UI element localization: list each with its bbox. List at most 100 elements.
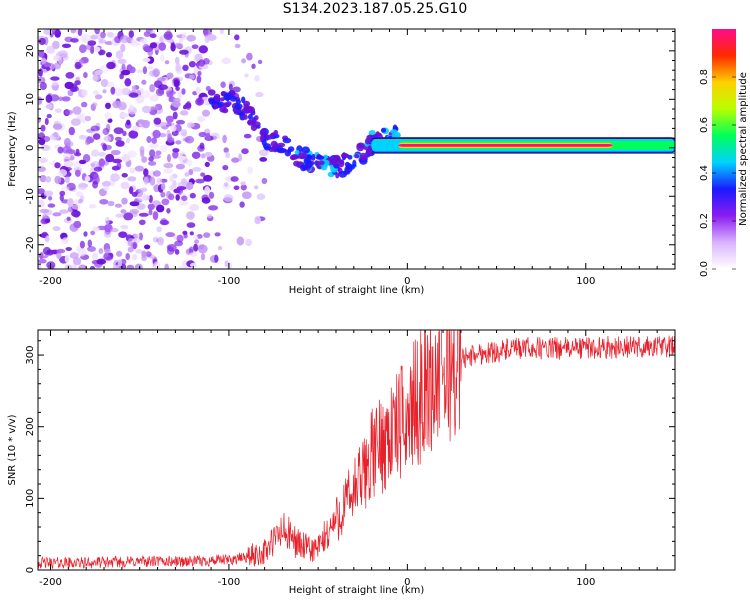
spectrogram-cell (160, 54, 165, 62)
spectrogram-cell (256, 193, 266, 200)
spectrogram-cell (69, 223, 79, 232)
spectrogram-cell (75, 245, 81, 252)
x-tick-label: 0 (404, 276, 410, 287)
spectrogram-cell (173, 188, 181, 194)
spectrogram-cell (152, 211, 159, 221)
spectrogram-cell (160, 191, 166, 198)
spectrogram-cell (44, 117, 49, 126)
spectrogram-cell (176, 119, 185, 125)
spectrogram-cell (105, 102, 111, 110)
spectrogram-cell (79, 44, 87, 54)
spectrogram-cell (131, 38, 137, 44)
spectrogram-cell (45, 104, 53, 110)
spectrogram-cell (38, 37, 46, 46)
spectrogram-cell (121, 197, 128, 205)
spectrogram-cell (106, 52, 112, 58)
spectrogram-cell (356, 143, 365, 152)
spectrogram-cell (75, 169, 81, 177)
spectrogram-cell (182, 230, 188, 235)
spectrogram-cell (105, 216, 110, 225)
spectrogram-cell (152, 68, 161, 78)
spectrogram-cell (81, 101, 88, 108)
y-tick-label: -20 (25, 237, 36, 253)
spectrogram-cell (182, 64, 189, 72)
spectrogram-cell (79, 183, 89, 188)
spectrogram-cell (149, 105, 160, 110)
spectrogram-cell (213, 95, 221, 102)
spectrogram-cell (127, 176, 137, 182)
spectrogram-cell (81, 33, 91, 42)
plot-frame (37, 329, 676, 571)
spectrogram-cell (83, 231, 88, 237)
spectrogram-cell (115, 50, 124, 59)
spectrogram-cell (98, 248, 104, 254)
spectrogram-cell (54, 162, 61, 169)
spectrogram-cell (141, 156, 148, 163)
spectrogram-cell (186, 181, 194, 191)
spectrogram-cell (50, 132, 61, 141)
spectrogram-cell (136, 119, 146, 124)
spectrogram-cell (43, 62, 52, 68)
spectrogram-cell (224, 260, 229, 267)
spectrogram-cell (141, 105, 152, 114)
spectrogram-cell (142, 66, 148, 75)
spectrogram-cell (201, 197, 211, 204)
x-tick-label: 100 (576, 577, 595, 588)
spectrogram-cell (172, 148, 180, 153)
spectrogram-cell (92, 180, 99, 189)
spectrogram-cell (261, 128, 267, 136)
spectrogram-cell (45, 235, 50, 244)
spectrogram-cell (236, 236, 245, 246)
spectrogram-cell (102, 144, 112, 151)
spectrogram-cell (148, 143, 159, 149)
spectrogram-cell (86, 136, 92, 145)
spectrogram-cell (257, 59, 263, 65)
x-tick-label: -200 (39, 577, 62, 588)
x-tick-label: 0 (404, 577, 410, 588)
spectrogram-cell (345, 162, 352, 170)
spectrogram-cell (138, 219, 146, 226)
spectrogram-cell (103, 252, 112, 261)
spectrogram-cell (145, 251, 152, 257)
spectrogram-cell (202, 109, 210, 117)
spectrogram-cell (156, 178, 163, 184)
spectrogram-cell (107, 200, 115, 207)
spectrogram-cell (251, 63, 256, 69)
spectrogram-cell (148, 195, 153, 203)
spectrogram-cell (170, 43, 176, 52)
spectrogram-cell (225, 151, 231, 159)
spectrogram-cell (241, 58, 247, 64)
spectrogram-cell (347, 154, 353, 160)
spectrogram-cell (69, 252, 79, 259)
spectrogram-cell (190, 262, 197, 268)
spectrogram-cell (231, 157, 240, 163)
spectrogram-cell (155, 150, 162, 156)
spectrogram-cell (132, 125, 140, 132)
spectrogram-cell (208, 98, 214, 105)
spectrogram-cell (229, 95, 237, 102)
spectrogram-cell (52, 123, 63, 130)
spectrogram-cell (169, 175, 174, 183)
spectrogram-cell (129, 167, 135, 174)
spectrogram-cell (200, 253, 206, 261)
spectrogram-cell (189, 74, 195, 80)
spectrogram-cell (57, 146, 64, 154)
spectrogram-cell (277, 147, 287, 154)
spectrogram-cell (128, 30, 134, 38)
spectrogram-cell (90, 125, 100, 132)
spectrogram-cell (39, 81, 47, 91)
y-tick-label: -10 (25, 188, 36, 204)
spectrogram-cell (134, 165, 145, 172)
spectrogram-cell (246, 105, 253, 111)
colorbar-tick-label: 0.2 (699, 213, 710, 229)
spectrogram-cell (120, 209, 127, 214)
spectrogram-cell (247, 120, 256, 125)
spectrogram-cell (198, 59, 206, 67)
spectrogram-cell (147, 203, 155, 210)
spectrogram-cell (81, 89, 88, 97)
spectrogram-cell (99, 199, 109, 205)
spectrogram-cell (243, 100, 251, 107)
spectrogram-cell (122, 130, 127, 137)
spectrogram-cell (94, 94, 103, 100)
